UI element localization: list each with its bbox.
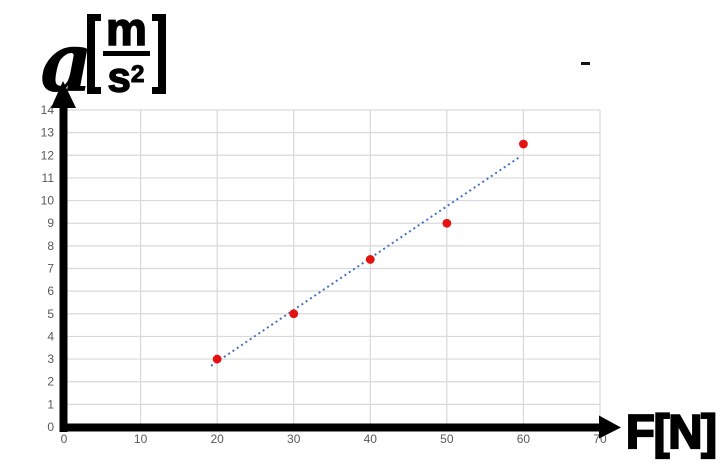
y-axis-unit-fraction: m s2 [101,3,151,99]
unit-numerator: m [105,3,148,55]
y-tick-label: 11 [42,171,55,185]
fraction-bar [102,51,150,56]
data-point [365,255,375,264]
y-tick-label: 1 [47,397,54,411]
x-axis-line [60,423,603,432]
y-tick-label: 9 [47,216,54,230]
data-point [442,218,452,228]
y-axis-arrowhead-icon [51,81,76,108]
y-tick-label: 14 [41,103,55,117]
y-tick-label: 0 [47,420,54,434]
x-tick-label: 10 [134,432,148,446]
bracket-left [87,14,101,94]
unit-denominator-exponent: 2 [130,61,145,89]
x-axis-arrowhead-icon [599,415,621,439]
data-point [519,139,528,149]
bracket-right [152,14,166,94]
y-tick-label: 3 [47,352,54,366]
x-tick-label: 20 [210,432,224,446]
x-tick-label: 30 [287,432,301,446]
x-axis-title: F[N] [625,405,718,458]
y-tick-label: 4 [47,329,54,343]
trendline [210,156,520,367]
unit-denominator-base: s [107,53,132,101]
y-tick-label: 5 [47,307,54,321]
y-axis-title: a m s2 [0,0,230,115]
y-tick-label: 13 [41,126,55,140]
unit-denominator: s2 [101,56,151,99]
y-tick-label: 6 [47,284,54,298]
y-tick-label: 10 [41,194,55,208]
y-tick-label: 8 [47,239,54,253]
y-tick-label: 7 [47,262,54,276]
y-tick-label: 12 [41,148,55,162]
x-tick-label: 50 [440,432,454,446]
x-tick-label: 40 [364,432,378,446]
data-point [212,354,222,364]
data-point [289,309,299,319]
x-tick-label: 60 [517,432,531,446]
y-tick-label: 2 [47,375,54,389]
y-axis-line [59,98,68,432]
x-tick-label: 0 [61,432,68,446]
stray-dash-mark [581,62,590,65]
